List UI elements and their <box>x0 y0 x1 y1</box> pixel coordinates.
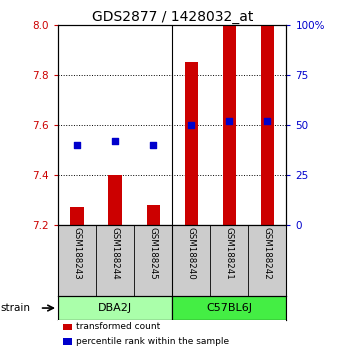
Text: GSM188245: GSM188245 <box>149 227 158 280</box>
Text: GSM188240: GSM188240 <box>187 227 196 280</box>
Bar <box>62 324 72 330</box>
Text: GSM188242: GSM188242 <box>263 227 272 280</box>
Text: DBA2J: DBA2J <box>98 303 132 313</box>
Bar <box>108 175 122 225</box>
Text: transformed count: transformed count <box>76 322 161 331</box>
Text: GSM188244: GSM188244 <box>110 227 120 280</box>
Bar <box>70 207 84 225</box>
Bar <box>172 296 286 320</box>
Bar <box>147 205 160 225</box>
Bar <box>62 338 72 345</box>
Bar <box>58 296 172 320</box>
Text: GSM188241: GSM188241 <box>225 227 234 280</box>
Point <box>265 118 270 124</box>
Point <box>74 142 80 148</box>
Bar <box>184 62 198 225</box>
Text: C57BL6J: C57BL6J <box>206 303 252 313</box>
Text: strain: strain <box>1 303 31 313</box>
Title: GDS2877 / 1428032_at: GDS2877 / 1428032_at <box>91 10 253 24</box>
Point <box>113 138 118 144</box>
Point <box>150 142 156 148</box>
Bar <box>223 25 236 225</box>
Text: GSM188243: GSM188243 <box>73 227 81 280</box>
Text: percentile rank within the sample: percentile rank within the sample <box>76 337 229 346</box>
Point <box>226 118 232 124</box>
Point <box>189 122 194 127</box>
Bar <box>261 25 274 225</box>
